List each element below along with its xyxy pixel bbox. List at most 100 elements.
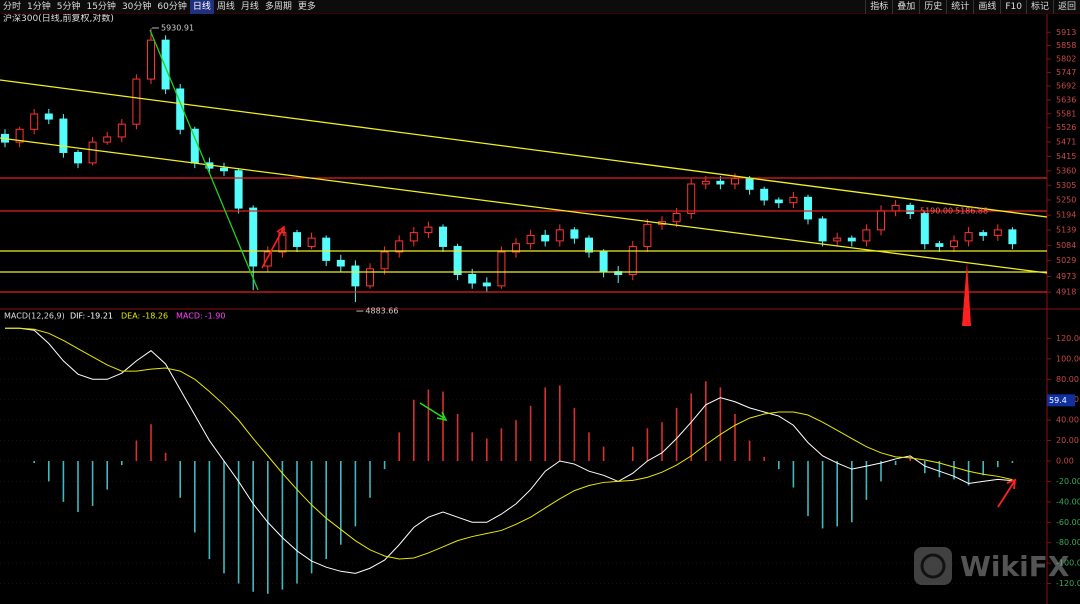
- candle-body: [103, 136, 112, 143]
- candle-body: [497, 251, 506, 287]
- candle-body: [541, 234, 550, 242]
- drop-line: [149, 29, 259, 291]
- period-tab[interactable]: 15分钟: [86, 1, 116, 12]
- candle-body: [891, 204, 900, 212]
- candle-body: [351, 265, 360, 287]
- y-tick-label: 5858: [1056, 41, 1076, 50]
- candle-body: [818, 218, 827, 242]
- candle-body: [220, 167, 228, 172]
- y-tick-label: 0.00: [1056, 456, 1074, 465]
- y-tick-label: 5139: [1056, 226, 1076, 235]
- period-tab[interactable]: 日线: [189, 0, 214, 14]
- price-annotation: 5190.00: [920, 207, 953, 216]
- candle-body: [672, 213, 681, 223]
- watermark-logo: [914, 547, 952, 585]
- candle-body: [336, 259, 345, 267]
- candle-body: [774, 199, 783, 204]
- tool-button[interactable]: 叠加: [892, 0, 919, 14]
- y-tick-label: -20.00: [1056, 477, 1080, 486]
- y-tick-label: 5581: [1056, 109, 1076, 118]
- tool-button[interactable]: F10: [1000, 0, 1026, 14]
- candle-body: [935, 243, 944, 247]
- high-label: 5930.91: [161, 23, 194, 32]
- tool-button[interactable]: 统计: [946, 0, 973, 14]
- y-tick-label: 5029: [1056, 256, 1076, 265]
- legend-value: -19.21: [87, 312, 113, 321]
- tool-button[interactable]: 标记: [1025, 0, 1053, 14]
- candle-body: [585, 237, 593, 253]
- period-tab[interactable]: 30分钟: [121, 1, 152, 12]
- arrow: [997, 478, 1017, 508]
- period-tab[interactable]: 多周期: [264, 1, 292, 12]
- candle-body: [920, 213, 929, 245]
- candle-body: [263, 251, 272, 267]
- tool-button[interactable]: 返回: [1052, 0, 1080, 14]
- candle-body: [395, 240, 404, 253]
- price-annotation: 5186.88: [955, 207, 988, 216]
- tool-button[interactable]: 指标: [865, 0, 892, 14]
- legend-value: -18.26: [142, 312, 168, 321]
- period-tab[interactable]: 月线: [240, 1, 259, 12]
- candle-body: [249, 207, 258, 267]
- candle-body: [453, 245, 462, 275]
- period-tab[interactable]: 60分钟: [157, 1, 187, 12]
- period-tabs: 分时 1分钟 5分钟 15分钟 30分钟 60分钟 日线 周线 月线 多周期 更多: [0, 0, 319, 14]
- tool-button[interactable]: 历史: [919, 0, 946, 14]
- y-tick-label: 5526: [1056, 123, 1076, 132]
- period-tab[interactable]: 更多: [297, 1, 316, 12]
- y-tick-label: -100.00: [1056, 559, 1080, 568]
- candle-body: [731, 178, 739, 185]
- trend-line: [0, 137, 1048, 274]
- arrow: [419, 402, 448, 422]
- macd-panel: -120.00 -100.00 -80.00 -60.00 -40.00 -20.00 0.…: [0, 327, 1080, 594]
- candle-body: [88, 141, 97, 164]
- candle-body: [293, 232, 301, 247]
- candle-body: [59, 118, 68, 153]
- period-tab[interactable]: 周线: [216, 1, 235, 12]
- y-tick-label: 5360: [1056, 166, 1076, 175]
- watermark-text: WikiFX: [960, 550, 1070, 583]
- period-tab[interactable]: 1分钟: [27, 1, 51, 12]
- y-tick-label: -120.00: [1056, 579, 1080, 588]
- y-tick-label: 5636: [1056, 95, 1076, 104]
- candle-body: [380, 251, 389, 270]
- tool-button[interactable]: 画线: [973, 0, 1000, 14]
- candle-body: [862, 229, 871, 242]
- period-tab[interactable]: 分时: [3, 1, 22, 12]
- y-tick-label: 5305: [1056, 181, 1076, 190]
- candle-body: [307, 237, 316, 247]
- candle-body: [1008, 229, 1017, 245]
- candle-body: [555, 229, 564, 242]
- candle-body: [760, 188, 769, 201]
- y-tick-label: 5747: [1056, 68, 1076, 77]
- period-tab[interactable]: 5分钟: [56, 1, 81, 12]
- candle-body: [745, 178, 754, 190]
- cursor-box: [1047, 394, 1075, 407]
- candle-body: [234, 170, 243, 209]
- candle-body: [701, 180, 710, 185]
- y-tick-label: 4918: [1056, 288, 1076, 297]
- candle-body: [599, 251, 608, 273]
- y-tick-label: 5802: [1056, 54, 1076, 63]
- indicator-title: MACD(12,26,9): [4, 312, 65, 321]
- watermark-logo: [920, 553, 946, 579]
- legend-value: -1.90: [205, 312, 226, 321]
- legend: DIF: -19.21 DEA: -18.26 MACD: -1.90: [70, 312, 225, 321]
- arrow: [962, 262, 971, 326]
- candle-body: [964, 232, 973, 242]
- candle-body: [190, 128, 199, 164]
- candle-body: [424, 226, 433, 234]
- y-tick-label: -60.00: [1056, 518, 1080, 527]
- candle-body: [643, 223, 652, 247]
- y-tick-label: 4973: [1056, 272, 1076, 281]
- candle-body: [804, 196, 812, 220]
- low-label: 4883.66: [365, 307, 398, 316]
- candle-body: [439, 226, 447, 247]
- y-tick-label: -40.00: [1056, 497, 1080, 506]
- candle-body: [30, 113, 39, 130]
- candle-body: [482, 282, 491, 287]
- candle-body: [322, 237, 331, 261]
- candle-body: [366, 268, 374, 287]
- candle-body: [833, 237, 842, 242]
